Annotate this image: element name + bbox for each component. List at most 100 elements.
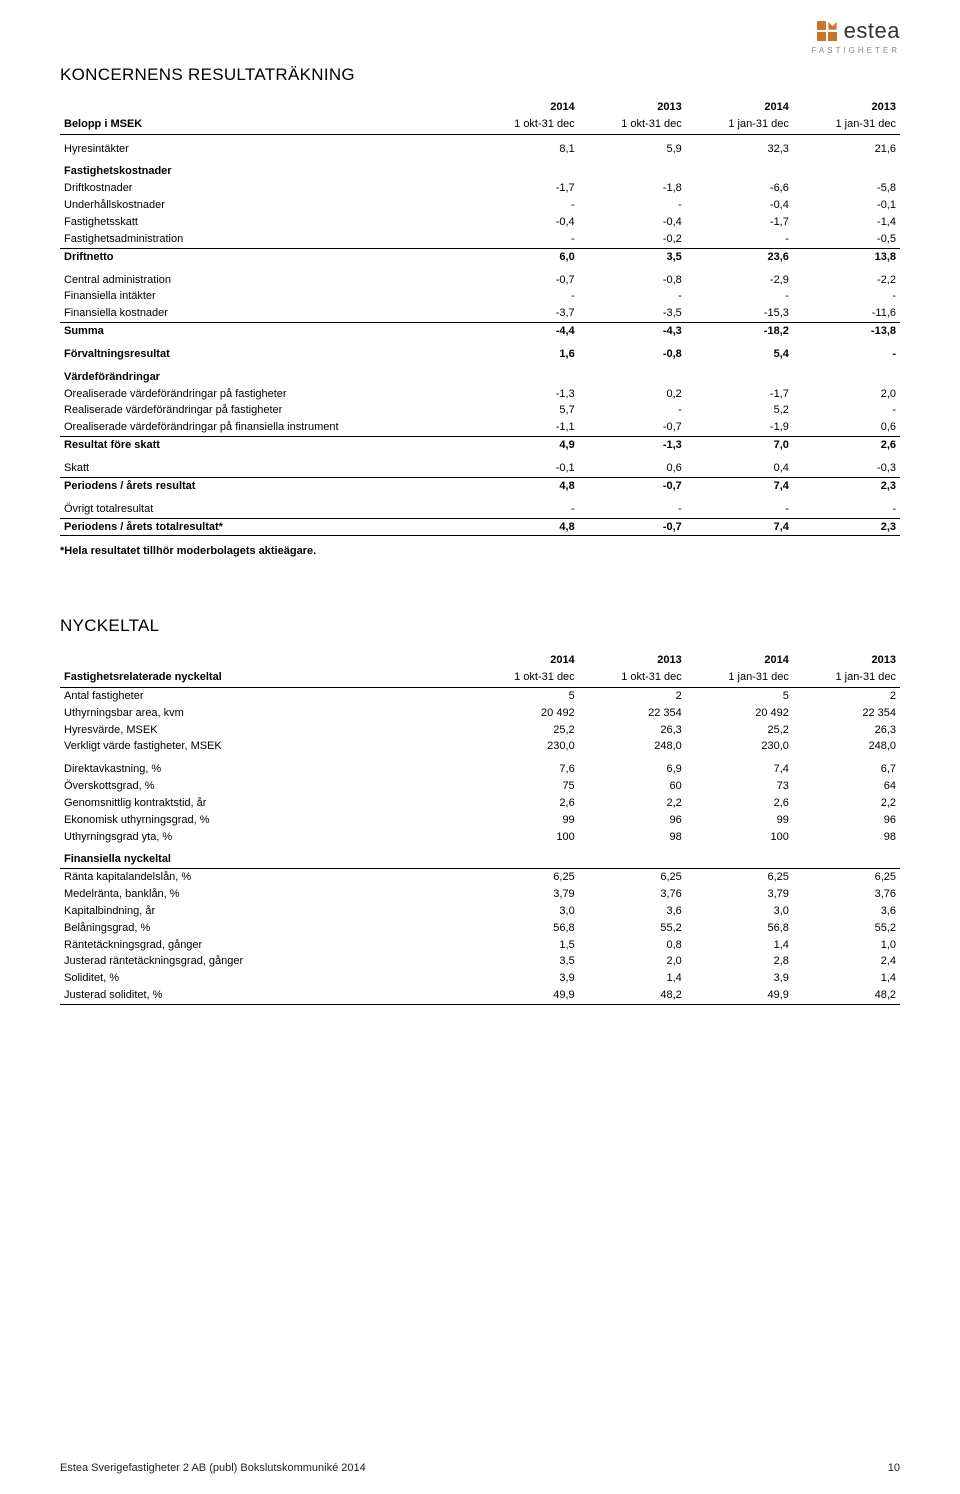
cell-value: -4,3 (579, 323, 686, 340)
col-year: 2013 (793, 99, 900, 116)
cell-value (793, 851, 900, 868)
row-label: Ekonomisk uthyrningsgrad, % (60, 812, 472, 829)
table-row: Soliditet, %3,91,43,91,4 (60, 970, 900, 987)
table-row: Verkligt värde fastigheter, MSEK230,0248… (60, 738, 900, 755)
table-row: Periodens / årets totalresultat*4,8-0,77… (60, 518, 900, 536)
cell-value: -0,8 (579, 272, 686, 289)
cell-value: 2,6 (686, 795, 793, 812)
cell-value (793, 369, 900, 386)
col-period: 1 jan-31 dec (686, 116, 793, 134)
cell-value: 2,2 (579, 795, 686, 812)
table-row: Värdeförändringar (60, 369, 900, 386)
row-label: Hyresvärde, MSEK (60, 722, 472, 739)
row-label: Värdeförändringar (60, 369, 472, 386)
table-row: Underhållskostnader---0,4-0,1 (60, 197, 900, 214)
col-year: 2013 (579, 652, 686, 669)
cell-value: - (472, 501, 579, 518)
table-row: Orealiserade värdeförändringar på finans… (60, 419, 900, 436)
cell-value: 1,0 (793, 937, 900, 954)
cell-value: 96 (793, 812, 900, 829)
row-label: Fastighetsskatt (60, 214, 472, 231)
cell-value: -1,7 (686, 214, 793, 231)
cell-value: - (686, 231, 793, 248)
row-label: Antal fastigheter (60, 687, 472, 704)
cell-value: -2,9 (686, 272, 793, 289)
brand-subtitle: FASTIGHETER (811, 46, 900, 57)
cell-value: 48,2 (793, 987, 900, 1004)
cell-value: - (793, 346, 900, 363)
cell-value: - (793, 402, 900, 419)
cell-value (472, 163, 579, 180)
row-label: Hyresintäkter (60, 141, 472, 158)
cell-value: 98 (793, 829, 900, 846)
brand-name: estea (844, 16, 900, 46)
cell-value: -1,4 (793, 214, 900, 231)
table-row: Finansiella nyckeltal (60, 851, 900, 868)
cell-value: 3,79 (472, 886, 579, 903)
cell-value: 26,3 (579, 722, 686, 739)
cell-value: 56,8 (472, 920, 579, 937)
cell-value: - (793, 501, 900, 518)
cell-value: 248,0 (579, 738, 686, 755)
cell-value: - (686, 501, 793, 518)
cell-value: 3,0 (686, 903, 793, 920)
table-row: Driftnetto6,03,523,613,8 (60, 248, 900, 265)
cell-value: -1,3 (472, 386, 579, 403)
cell-value: 3,76 (793, 886, 900, 903)
col-year: 2013 (793, 652, 900, 669)
cell-value: 0,8 (579, 937, 686, 954)
cell-value: -0,7 (579, 477, 686, 494)
table-row: Periodens / årets resultat4,8-0,77,42,3 (60, 477, 900, 494)
table-row: Fastighetsskatt-0,4-0,4-1,7-1,4 (60, 214, 900, 231)
cell-value: 60 (579, 778, 686, 795)
table-row: Realiserade värdeförändringar på fastigh… (60, 402, 900, 419)
row-label: Resultat före skatt (60, 437, 472, 454)
cell-value: - (579, 402, 686, 419)
cell-value: 100 (686, 829, 793, 846)
cell-value: -2,2 (793, 272, 900, 289)
col-period: 1 okt-31 dec (579, 669, 686, 687)
cell-value: -0,7 (579, 518, 686, 536)
cell-value: -13,8 (793, 323, 900, 340)
cell-value: 2,4 (793, 953, 900, 970)
table-row: Ränta kapitalandelslån, %6,256,256,256,2… (60, 869, 900, 886)
row-label: Finansiella nyckeltal (60, 851, 472, 868)
cell-value: 6,25 (579, 869, 686, 886)
cell-value: - (472, 231, 579, 248)
table-row: Finansiella intäkter---- (60, 288, 900, 305)
col-year: 2014 (472, 99, 579, 116)
page-number: 10 (888, 1461, 900, 1476)
metrics-title: NYCKELTAL (60, 615, 900, 638)
cell-value: 6,9 (579, 761, 686, 778)
cell-value: 7,4 (686, 477, 793, 494)
cell-value: - (579, 288, 686, 305)
cell-value: 25,2 (686, 722, 793, 739)
table-row: Central administration-0,7-0,8-2,9-2,2 (60, 272, 900, 289)
cell-value: 2,0 (793, 386, 900, 403)
row-label: Uthyrningsbar area, kvm (60, 705, 472, 722)
income-table: 2014 2013 2014 2013 Belopp i MSEK 1 okt-… (60, 99, 900, 536)
row-label: Fastighetsadministration (60, 231, 472, 248)
cell-value: -0,3 (793, 460, 900, 477)
cell-value: 3,9 (472, 970, 579, 987)
brand-logo: estea FASTIGHETER (811, 16, 900, 56)
row-label: Direktavkastning, % (60, 761, 472, 778)
cell-value: 6,0 (472, 248, 579, 265)
cell-value: 23,6 (686, 248, 793, 265)
cell-value: 6,25 (793, 869, 900, 886)
cell-value: 2 (793, 687, 900, 704)
cell-value: 1,5 (472, 937, 579, 954)
cell-value: 2,6 (793, 437, 900, 454)
cell-value: 13,8 (793, 248, 900, 265)
row-header-label: Fastighetsrelaterade nyckeltal (60, 669, 472, 687)
brand-icon (816, 20, 838, 42)
cell-value (686, 163, 793, 180)
col-period: 1 okt-31 dec (472, 116, 579, 134)
table-row: Justerad räntetäckningsgrad, gånger3,52,… (60, 953, 900, 970)
table-row: Överskottsgrad, %75607364 (60, 778, 900, 795)
cell-value: 3,9 (686, 970, 793, 987)
cell-value: 49,9 (686, 987, 793, 1004)
cell-value: 3,6 (579, 903, 686, 920)
cell-value: 7,0 (686, 437, 793, 454)
table-row: Resultat före skatt4,9-1,37,02,6 (60, 437, 900, 454)
